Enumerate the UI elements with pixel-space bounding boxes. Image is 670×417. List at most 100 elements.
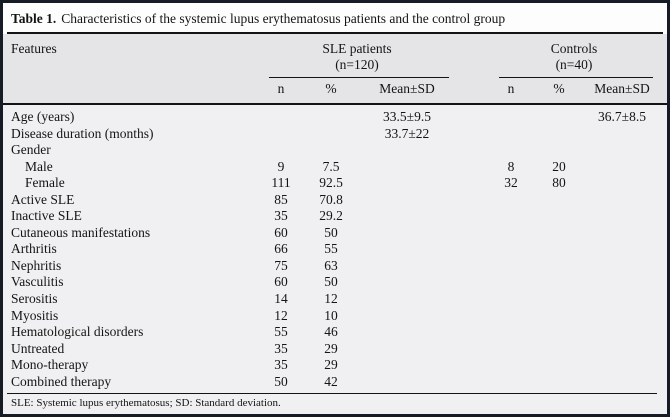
table-row: Hematological disorders 55 46 bbox=[11, 324, 659, 341]
controls-percent-cell bbox=[533, 374, 585, 391]
controls-n-cell bbox=[489, 324, 533, 341]
table-row: Female 111 92.5 32 80 bbox=[11, 175, 659, 192]
controls-n-cell bbox=[489, 109, 533, 126]
sle-mean-sd-cell bbox=[359, 258, 455, 275]
feature-cell: Combined therapy bbox=[11, 373, 112, 389]
controls-n-cell bbox=[489, 192, 533, 209]
column-header-controls-mean-sd: Mean±SD bbox=[594, 81, 650, 96]
group-count-sle: (n=120) bbox=[335, 57, 379, 72]
title-divider bbox=[7, 32, 663, 34]
column-header-controls-percent: % bbox=[553, 81, 565, 96]
controls-percent-cell bbox=[533, 324, 585, 341]
controls-mean-sd-cell bbox=[585, 208, 659, 225]
column-gap bbox=[455, 274, 489, 291]
controls-mean-sd-cell bbox=[585, 126, 659, 143]
column-gap bbox=[455, 308, 489, 325]
controls-subheader-rule bbox=[499, 77, 653, 78]
controls-percent-cell bbox=[533, 208, 585, 225]
controls-mean-sd-cell bbox=[585, 175, 659, 192]
column-gap bbox=[455, 258, 489, 275]
column-gap bbox=[455, 142, 489, 159]
controls-mean-sd-cell bbox=[585, 258, 659, 275]
controls-mean-sd-cell: 36.7±8.5 bbox=[598, 109, 646, 124]
controls-n-cell bbox=[489, 208, 533, 225]
sle-mean-sd-cell bbox=[359, 142, 455, 159]
sle-mean-sd-cell bbox=[359, 208, 455, 225]
controls-percent-cell bbox=[533, 308, 585, 325]
column-gap bbox=[455, 241, 489, 258]
feature-cell: Serositis bbox=[11, 291, 58, 307]
feature-cell: Mono-therapy bbox=[11, 357, 89, 373]
controls-percent-cell: 80 bbox=[552, 175, 566, 191]
feature-cell: Untreated bbox=[11, 340, 65, 356]
controls-n-cell bbox=[489, 142, 533, 159]
controls-mean-sd-cell bbox=[585, 374, 659, 391]
sle-mean-sd-cell bbox=[359, 274, 455, 291]
controls-mean-sd-cell bbox=[585, 225, 659, 242]
controls-mean-sd-cell bbox=[585, 159, 659, 176]
sle-mean-sd-cell bbox=[359, 291, 455, 308]
table-number-label: Table 1. bbox=[11, 10, 57, 26]
sle-n-cell bbox=[259, 109, 303, 126]
sle-percent-cell: 70.8 bbox=[319, 191, 343, 207]
sle-n-cell: 60 bbox=[274, 274, 288, 290]
column-header-controls-n: n bbox=[507, 81, 515, 96]
feature-cell: Gender bbox=[11, 142, 51, 158]
controls-percent-cell bbox=[533, 241, 585, 258]
controls-mean-sd-cell bbox=[585, 291, 659, 308]
table-row: Combined therapy 50 42 bbox=[11, 374, 659, 391]
group-count-controls: (n=40) bbox=[555, 57, 593, 72]
feature-cell: Nephritis bbox=[11, 257, 62, 273]
table-header: Features SLE patients (n=120) Controls (… bbox=[3, 34, 667, 103]
column-gap bbox=[455, 341, 489, 358]
feature-cell: Female bbox=[25, 175, 65, 191]
column-header-sle-n: n bbox=[277, 81, 285, 96]
controls-percent-cell bbox=[533, 291, 585, 308]
sle-percent-cell bbox=[303, 142, 359, 159]
controls-mean-sd-cell bbox=[585, 192, 659, 209]
controls-n-cell bbox=[489, 308, 533, 325]
sle-mean-sd-cell bbox=[359, 192, 455, 209]
table-row: Inactive SLE 35 29.2 bbox=[11, 208, 659, 225]
controls-mean-sd-cell bbox=[585, 308, 659, 325]
column-group-sle-patients: SLE patients (n=120) bbox=[259, 41, 455, 73]
sle-percent-cell: 29.2 bbox=[319, 208, 343, 224]
sle-subheader-rule bbox=[269, 77, 449, 78]
controls-n-cell bbox=[489, 126, 533, 143]
controls-mean-sd-cell bbox=[585, 241, 659, 258]
controls-mean-sd-cell bbox=[585, 274, 659, 291]
sle-percent-cell: 50 bbox=[324, 274, 338, 290]
feature-cell: Hematological disorders bbox=[11, 324, 144, 340]
column-gap bbox=[455, 192, 489, 209]
controls-percent-cell bbox=[533, 225, 585, 242]
table-row: Untreated 35 29 bbox=[11, 341, 659, 358]
controls-percent-cell: 20 bbox=[552, 158, 566, 174]
column-gap bbox=[455, 175, 489, 192]
sle-percent-cell bbox=[303, 126, 359, 143]
sle-percent-cell: 10 bbox=[324, 307, 338, 323]
sle-n-cell: 66 bbox=[274, 241, 288, 257]
group-name-controls: Controls bbox=[550, 41, 598, 56]
controls-percent-cell bbox=[533, 357, 585, 374]
controls-mean-sd-cell bbox=[585, 324, 659, 341]
controls-percent-cell bbox=[533, 258, 585, 275]
sle-n-cell: 35 bbox=[274, 208, 288, 224]
footnote-divider bbox=[7, 393, 657, 395]
controls-percent-cell bbox=[533, 274, 585, 291]
controls-mean-sd-cell bbox=[585, 341, 659, 358]
column-group-controls: Controls (n=40) bbox=[489, 41, 659, 73]
table-footnote: SLE: Systemic lupus erythematosus; SD: S… bbox=[3, 394, 667, 414]
sle-mean-sd-cell bbox=[359, 374, 455, 391]
table-row: Disease duration (months) 33.7±22 bbox=[11, 126, 659, 143]
sle-percent-cell: 12 bbox=[324, 291, 338, 307]
sle-n-cell: 9 bbox=[277, 158, 285, 174]
sle-percent-cell: 92.5 bbox=[319, 175, 343, 191]
table-row: Mono-therapy 35 29 bbox=[11, 357, 659, 374]
controls-n-cell bbox=[489, 241, 533, 258]
controls-n-cell: 32 bbox=[504, 175, 518, 191]
column-header-sle-percent: % bbox=[325, 81, 337, 96]
sle-mean-sd-cell bbox=[359, 324, 455, 341]
column-gap bbox=[455, 357, 489, 374]
table-row: Cutaneous manifestations 60 50 bbox=[11, 225, 659, 242]
